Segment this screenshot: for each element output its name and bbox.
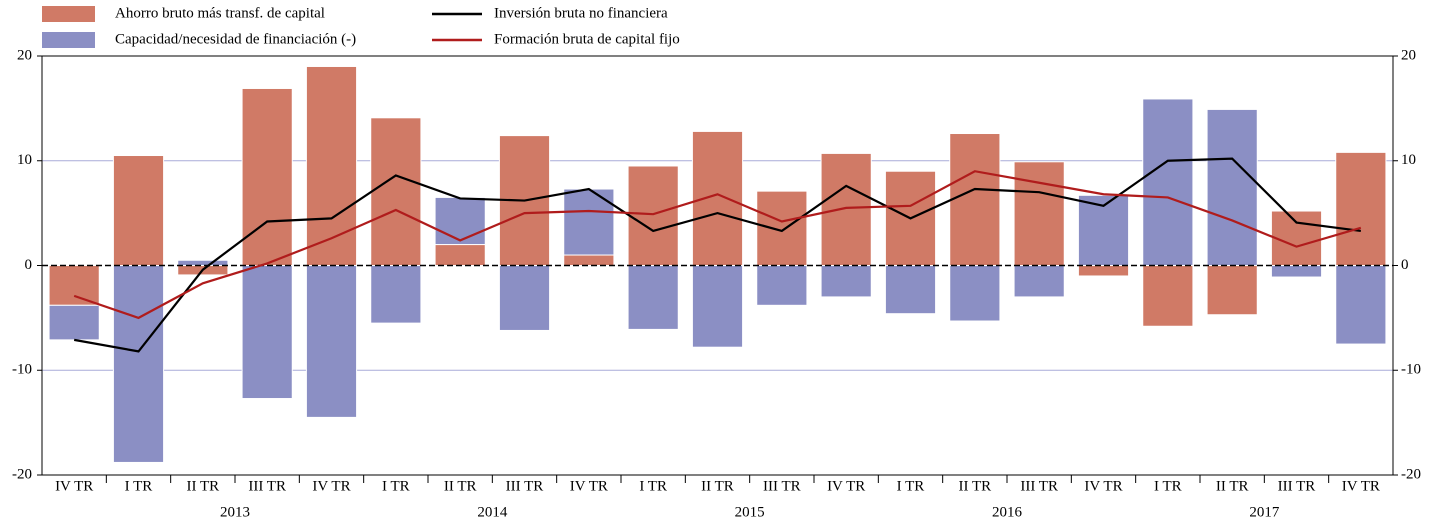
bar [241, 87, 293, 266]
x-tick-label: I TR [125, 478, 153, 494]
bar [112, 155, 165, 266]
bar [1335, 151, 1387, 266]
bar [1335, 265, 1387, 345]
x-group-label: 2016 [992, 504, 1023, 520]
legend-label: Formación bruta de capital fijo [494, 31, 680, 47]
bar [370, 117, 422, 266]
x-tick-label: II TR [959, 478, 992, 494]
x-tick-label: III TR [1020, 478, 1058, 494]
bar [305, 65, 358, 266]
bar [563, 254, 615, 266]
x-tick-label: IV TR [1342, 478, 1380, 494]
x-tick-label: IV TR [827, 478, 865, 494]
legend-label: Capacidad/necesidad de financiación (-) [115, 31, 356, 47]
bar [820, 265, 872, 298]
bar [177, 259, 229, 267]
bar [370, 265, 422, 324]
legend-label: Inversión bruta no financiera [494, 5, 668, 21]
x-tick-label: II TR [187, 478, 220, 494]
x-group-label: 2015 [735, 504, 765, 520]
bar [1013, 265, 1065, 298]
bar [627, 265, 679, 330]
bar [48, 265, 100, 306]
x-tick-label: I TR [897, 478, 925, 494]
y-tick-label: 0 [25, 257, 33, 273]
x-group-label: 2017 [1249, 504, 1280, 520]
bar [1270, 210, 1323, 266]
bar [112, 265, 165, 463]
bar [563, 188, 615, 256]
bar [1206, 265, 1258, 316]
bar [820, 152, 872, 266]
x-tick-label: II TR [701, 478, 734, 494]
bar [756, 265, 808, 306]
bar [949, 133, 1001, 266]
bar [305, 265, 358, 418]
bar [1142, 265, 1194, 327]
bar [241, 265, 293, 400]
x-tick-label: I TR [639, 478, 667, 494]
bar [756, 190, 808, 266]
x-tick-label: I TR [382, 478, 410, 494]
y-tick-label: -10 [12, 362, 32, 378]
bar [884, 265, 937, 315]
line-series [73, 157, 1361, 353]
y-tick-label: 20 [17, 47, 32, 63]
x-tick-label: IV TR [570, 478, 608, 494]
y2-tick-label: 20 [1401, 47, 1416, 63]
bar [1206, 108, 1258, 266]
bar [498, 265, 551, 331]
line-series [73, 170, 1362, 320]
legend-swatch [42, 6, 95, 22]
x-tick-label: III TR [248, 478, 286, 494]
bar [949, 265, 1001, 322]
x-group-label: 2013 [220, 504, 250, 520]
bar [434, 244, 486, 267]
bar [1270, 265, 1323, 278]
bar [691, 265, 744, 348]
bar [1142, 98, 1194, 267]
bar [434, 196, 486, 246]
x-group-label: 2014 [477, 504, 508, 520]
y2-tick-label: -20 [1401, 466, 1421, 482]
legend-label: Ahorro bruto más transf. de capital [115, 5, 325, 21]
x-tick-label: III TR [1278, 478, 1316, 494]
bar [1013, 161, 1065, 266]
x-tick-label: II TR [1216, 478, 1249, 494]
y2-tick-label: 10 [1401, 152, 1416, 168]
x-tick-label: II TR [444, 478, 477, 494]
x-tick-label: I TR [1154, 478, 1182, 494]
legend-swatch [42, 32, 95, 48]
bar [627, 165, 679, 266]
x-tick-label: IV TR [55, 478, 93, 494]
bar [691, 130, 744, 266]
plot-frame [41, 55, 1394, 476]
y2-tick-label: 0 [1401, 257, 1409, 273]
bar [1077, 265, 1130, 277]
x-tick-label: IV TR [312, 478, 350, 494]
y-tick-label: 10 [17, 152, 32, 168]
x-tick-label: III TR [763, 478, 801, 494]
bar [48, 304, 100, 341]
y2-tick-label: -10 [1401, 362, 1421, 378]
x-tick-label: III TR [506, 478, 544, 494]
y-tick-label: -20 [12, 466, 32, 482]
x-tick-label: IV TR [1084, 478, 1122, 494]
